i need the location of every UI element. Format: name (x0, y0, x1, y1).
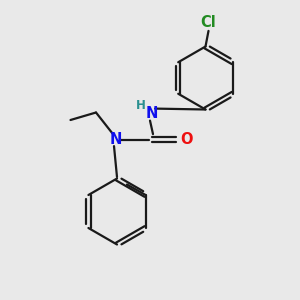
Text: O: O (181, 132, 193, 147)
Text: N: N (145, 106, 158, 122)
Text: H: H (136, 99, 146, 112)
Text: N: N (109, 132, 122, 147)
Text: Cl: Cl (201, 15, 216, 30)
